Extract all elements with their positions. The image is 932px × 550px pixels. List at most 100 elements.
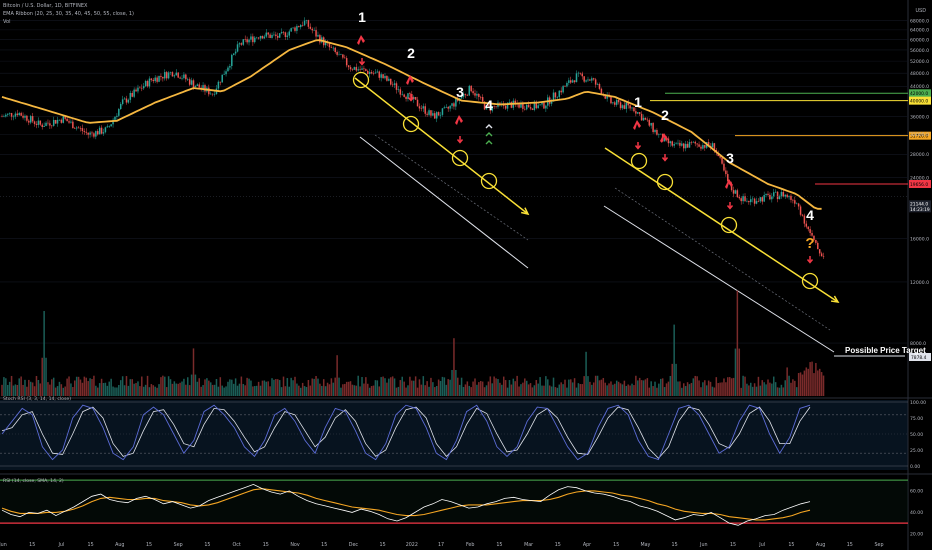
volume-bar [93,375,95,396]
candle-body [104,127,107,133]
volume-bar [809,362,811,396]
volume-bar [644,379,647,396]
volume-bar [344,383,346,396]
candle-body [815,239,817,243]
candle-body [493,106,495,107]
volume-bar [583,376,585,396]
volume-bar [615,380,618,396]
volume-bar [275,379,277,396]
candle-body [54,120,57,124]
red-marker-icon [725,179,733,189]
volume-bar [545,376,547,396]
candle-body [3,116,5,118]
volume-bar [131,379,133,396]
candle-body [194,85,197,88]
candle-body [368,72,371,74]
volume-bar [654,381,656,396]
rsi-pane [0,479,908,526]
candle-body [324,41,327,46]
volume-bar [719,382,721,396]
volume-bar [786,367,788,396]
volume-bar [206,378,208,396]
candle-body [372,73,375,74]
volume-bar [570,379,572,396]
volume-bar [794,380,796,396]
candle-body [439,114,442,116]
volume-bar [278,380,281,396]
candle-body [426,113,428,115]
candle-body [795,203,798,205]
time-tick-label: 15 [730,542,736,548]
candle-body [619,102,622,109]
candle-body [627,102,629,106]
candle-body [698,144,700,147]
candle-body [579,72,582,74]
volume-bar [231,379,233,396]
candle-body [790,195,792,200]
volume-bar [445,384,448,396]
volume-bar [646,378,649,396]
candle-body [648,120,651,126]
rsi-tick-label: 40.00 [910,510,923,516]
candle-body [690,142,693,143]
volume-bar [24,379,26,396]
candle-body [757,201,760,202]
volume-bar [185,384,187,396]
time-tick-label: Feb [466,542,475,548]
candle-body [702,145,704,149]
candle-body [29,116,32,123]
volume-bar [717,383,719,396]
candle-body [225,71,227,75]
volume-bar [401,376,403,396]
candle-body [483,101,486,110]
candle-body [273,34,275,36]
time-tick-label: Mar [524,542,533,548]
candle-body [531,108,534,110]
time-tick-label: 15 [88,542,94,548]
volume-bar [790,382,792,396]
volume-bar [418,379,421,396]
volume-bar [637,380,639,396]
volume-bar [277,379,279,396]
candle-body [384,75,386,79]
price-tick-label: 8000.0 [910,341,926,347]
volume-bar [619,383,622,396]
wave-annotations: 1 2 3 4 1 2 3 4? [352,9,819,290]
candle-body [792,199,794,201]
volume-bar [261,380,264,396]
volume-bar [6,384,9,396]
volume-bar [610,381,612,396]
candle-body [190,80,193,85]
candle-body [780,191,783,197]
volume-bar [744,376,746,396]
volume-bar [198,378,200,396]
candle-body [432,113,434,116]
volume-bar [550,386,553,396]
candle-body [367,70,369,74]
candle-body [416,99,419,107]
time-tick-label: Aug [816,542,825,548]
candle-body [37,120,40,125]
volume-bar [746,383,748,396]
volume-bar [110,378,112,396]
volume-bar [412,380,415,396]
candle-body [506,102,509,109]
candle-body [550,101,553,104]
trend-arrowhead [521,207,530,216]
volume-bar [79,379,82,396]
wave-number-label: 3 [726,150,734,166]
price-tick-label: 16000.0 [910,236,929,242]
volume-bar [56,386,59,396]
candle-body [652,122,654,133]
rsi-tick-label: 20.00 [910,532,923,538]
axes: 68000.064000.060000.056000.052000.048000… [0,19,929,548]
candle-body [591,78,593,81]
volume-bar [506,387,509,396]
touch-circle [480,172,498,190]
candle-body [441,108,444,115]
volume-bar [751,386,754,396]
volume-bar [742,375,744,396]
candle-body [355,67,358,71]
volume-bar [499,382,501,396]
